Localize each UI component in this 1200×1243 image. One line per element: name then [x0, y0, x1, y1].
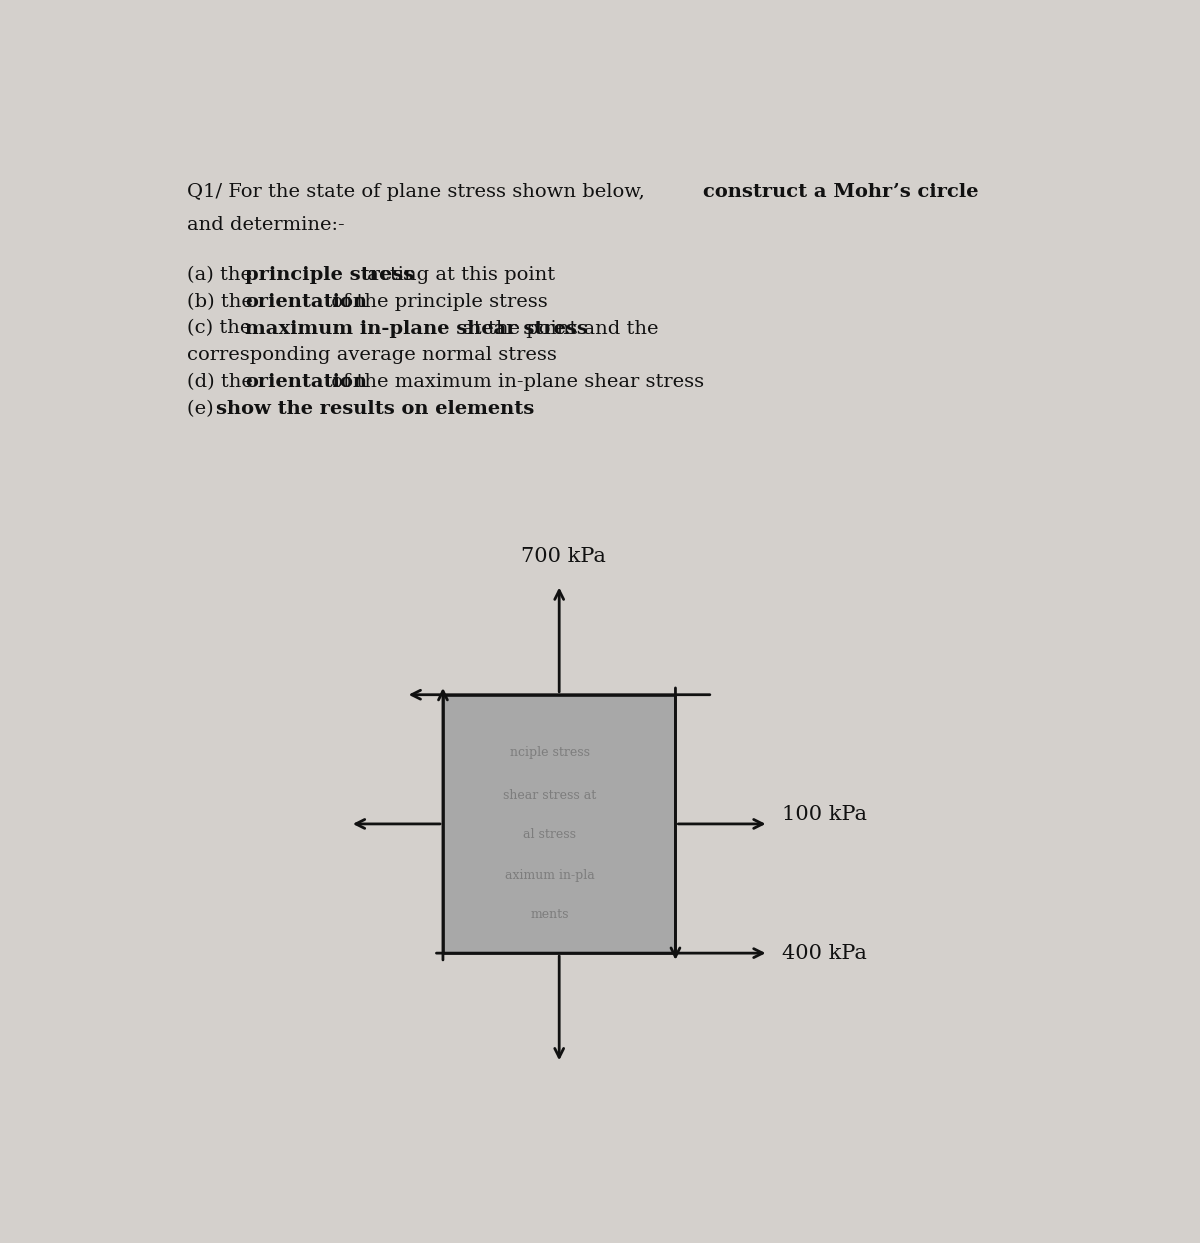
Text: nciple stress: nciple stress [510, 746, 590, 759]
Text: 100 kPa: 100 kPa [782, 805, 868, 824]
Text: al stress: al stress [523, 828, 576, 840]
Text: (e): (e) [187, 400, 220, 418]
Text: and determine:-: and determine:- [187, 216, 344, 234]
Text: orientation: orientation [245, 373, 367, 392]
Text: corresponding average normal stress: corresponding average normal stress [187, 347, 557, 364]
Text: of the principle stress: of the principle stress [325, 293, 547, 311]
Text: construct a Mohr’s circle: construct a Mohr’s circle [703, 183, 979, 200]
Text: at the point and the: at the point and the [456, 319, 658, 338]
Text: (c) the: (c) the [187, 319, 258, 338]
Text: 700 kPa: 700 kPa [522, 547, 606, 566]
Text: show the results on elements: show the results on elements [216, 400, 534, 418]
Text: (b) the: (b) the [187, 293, 259, 311]
Text: ments: ments [530, 907, 569, 921]
Text: of the maximum in-plane shear stress: of the maximum in-plane shear stress [325, 373, 704, 392]
Text: principle stress: principle stress [245, 266, 414, 283]
Text: (a) the: (a) the [187, 266, 258, 283]
Text: Q1/ For the state of plane stress shown below,: Q1/ For the state of plane stress shown … [187, 183, 652, 200]
Bar [443, 695, 676, 953]
Text: (d) the: (d) the [187, 373, 259, 392]
Text: 400 kPa: 400 kPa [782, 943, 868, 962]
Text: acting at this point: acting at this point [361, 266, 556, 283]
Text: shear stress at: shear stress at [503, 789, 596, 802]
Text: orientation: orientation [245, 293, 367, 311]
Text: aximum in-pla: aximum in-pla [505, 869, 595, 883]
Text: maximum in-plane shear stress: maximum in-plane shear stress [245, 319, 588, 338]
